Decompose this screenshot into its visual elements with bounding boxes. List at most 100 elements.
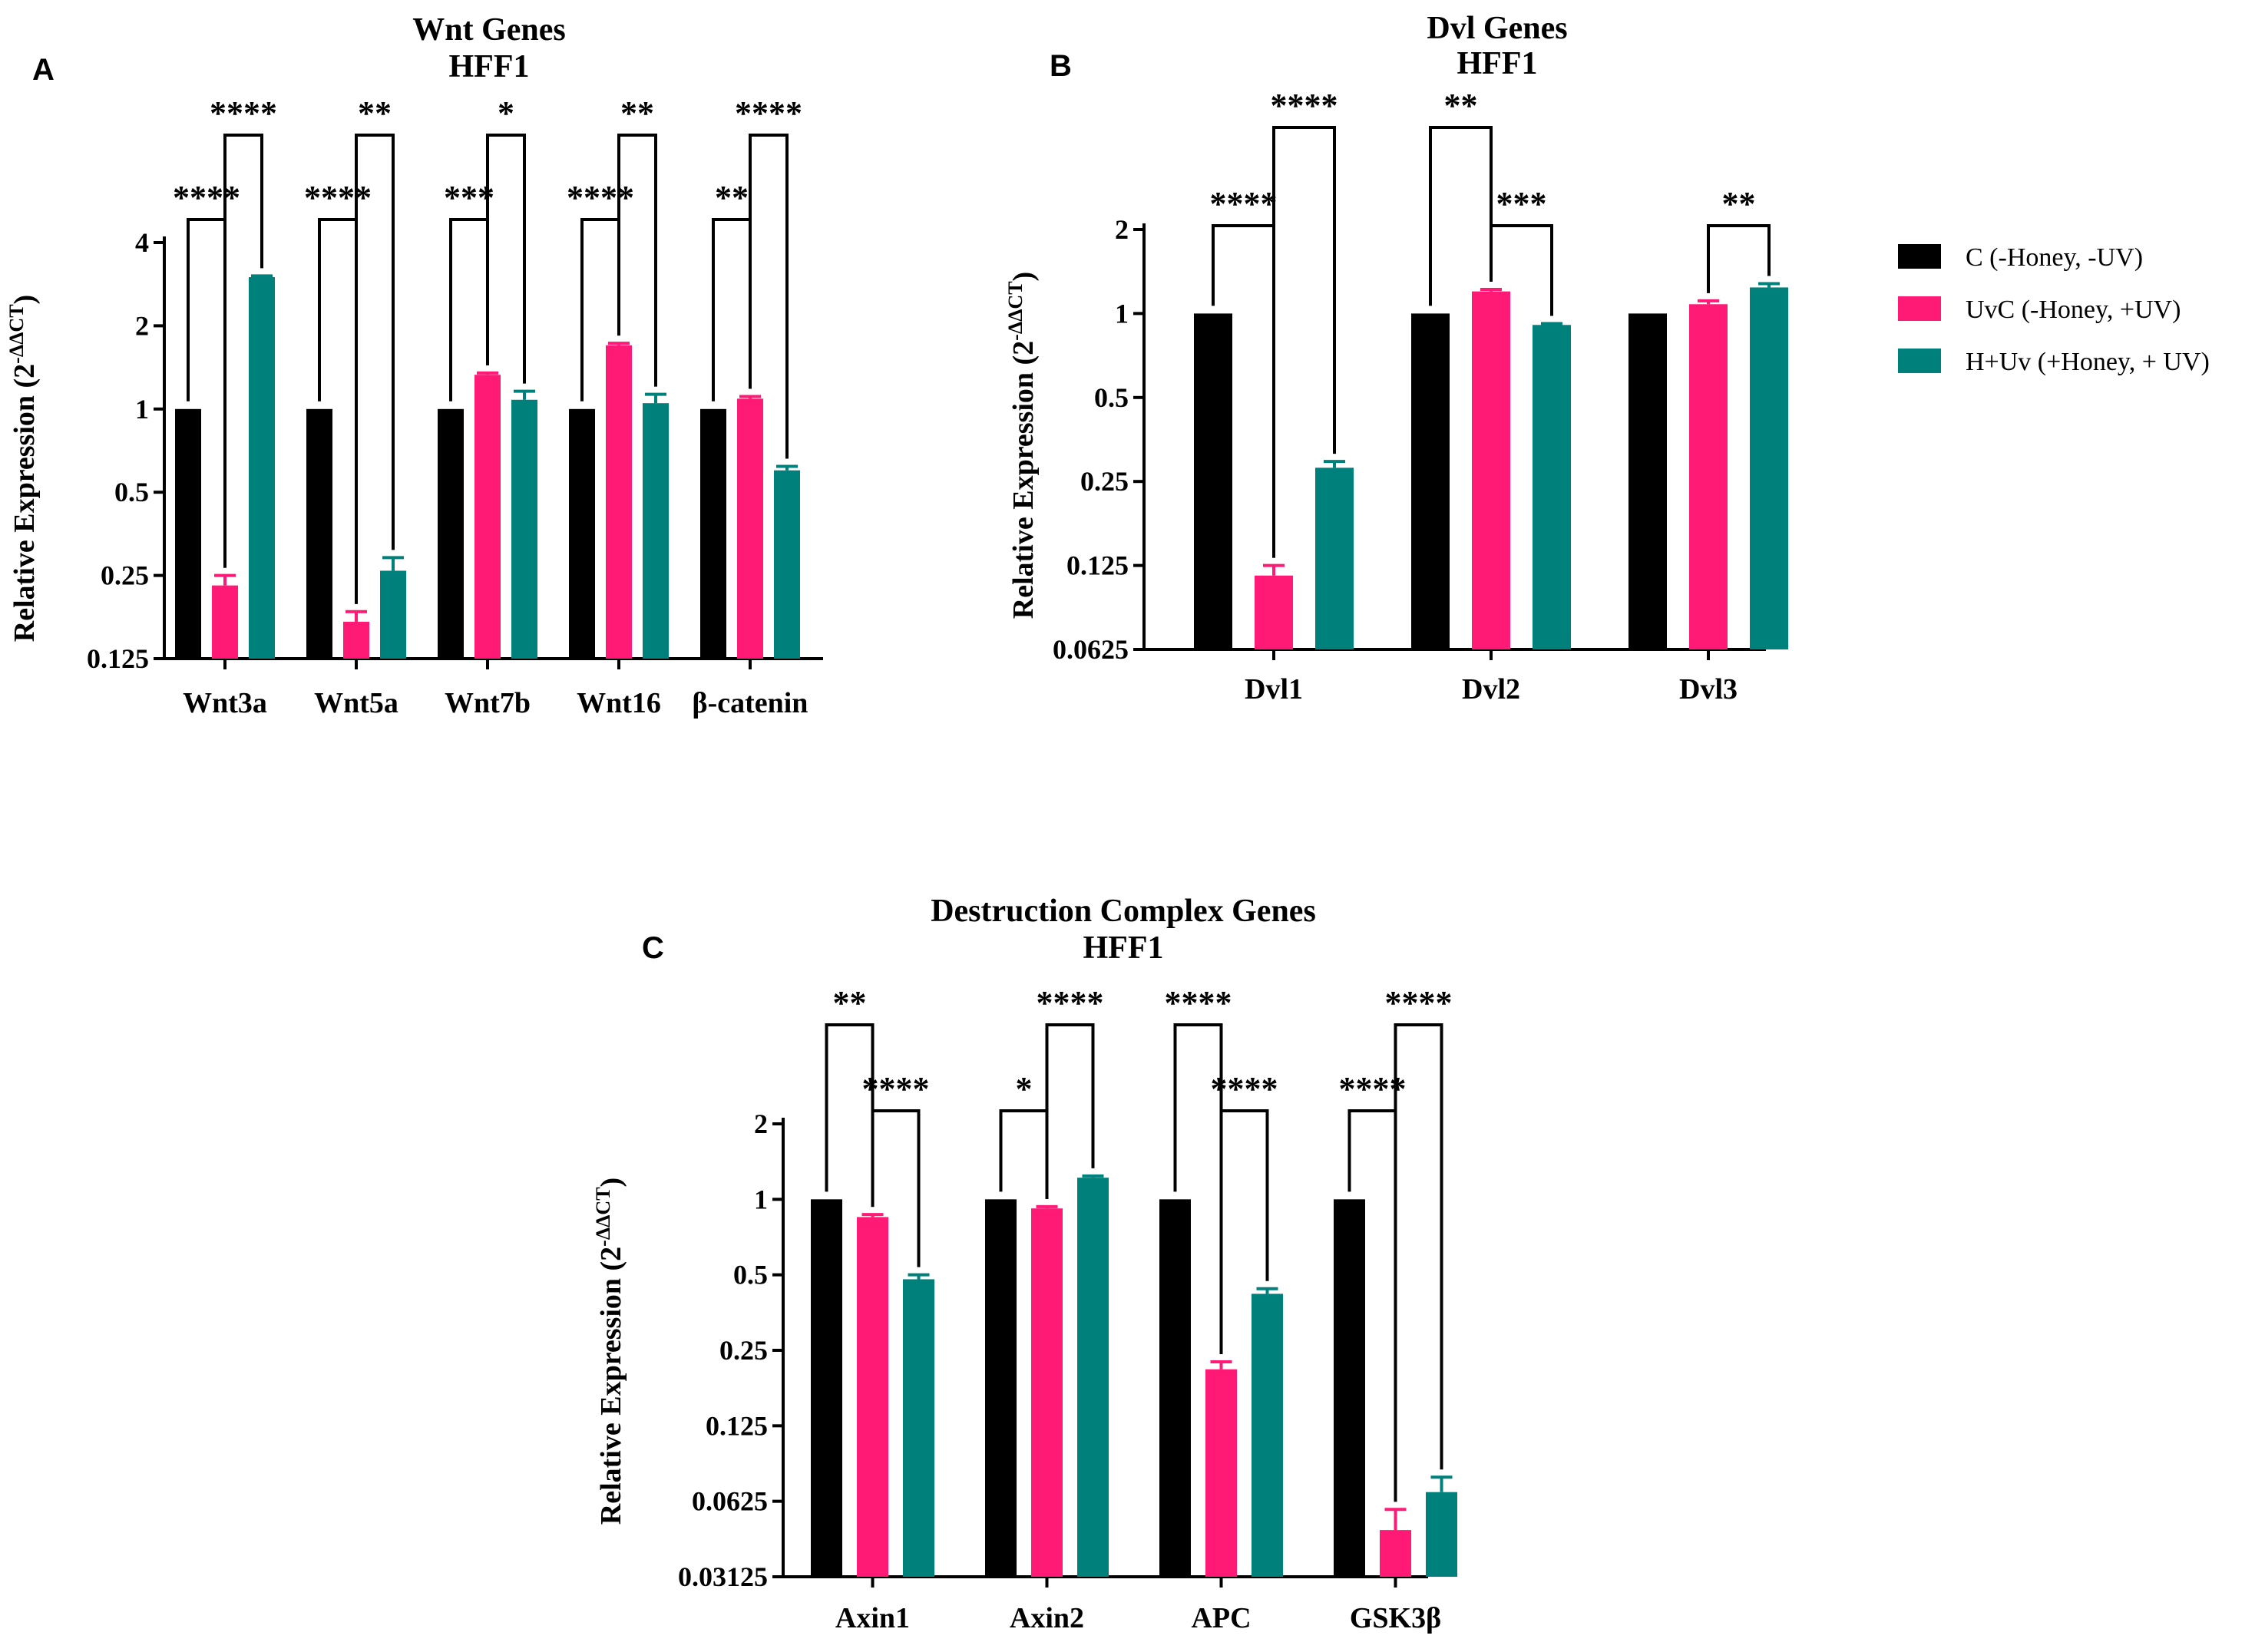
y-tick-label: 0.25 — [1080, 466, 1129, 497]
legend-label: H+Uv (+Honey, + UV) — [1966, 348, 2210, 376]
bar — [511, 399, 537, 659]
y-tick-label: 0.25 — [719, 1335, 768, 1366]
bar — [249, 276, 275, 659]
significance-label: ** — [1444, 87, 1478, 124]
significance-label: **** — [210, 94, 277, 132]
y-tick-label: 1 — [754, 1184, 768, 1214]
significance-label: * — [1016, 1070, 1033, 1108]
y-axis-label-sup: -ΔΔCT — [5, 304, 28, 363]
bar — [700, 408, 726, 659]
chart-title: Destruction Complex Genes — [931, 894, 1316, 929]
x-category-label: GSK3β — [1350, 1602, 1441, 1634]
bar — [606, 345, 632, 659]
y-tick-label: 4 — [135, 227, 149, 258]
significance-bracket — [999, 1109, 1049, 1199]
y-tick-label: 0.125 — [706, 1410, 768, 1441]
x-category-label: Wnt5a — [314, 687, 398, 719]
bar — [857, 1217, 888, 1577]
significance-label: * — [498, 94, 514, 132]
bar — [1411, 313, 1450, 649]
legend-swatch — [1898, 244, 1941, 269]
y-axis-label-close: ) — [595, 1178, 627, 1188]
significance-bracket — [1219, 1109, 1269, 1354]
x-category-label: Wnt3a — [183, 687, 267, 719]
significance-bracket — [1490, 224, 1553, 316]
significance-label: **** — [304, 179, 372, 216]
bar — [1031, 1208, 1063, 1577]
y-axis-label: Relative Expression (2-ΔΔCT) — [5, 295, 41, 642]
y-tick-label: 2 — [754, 1108, 768, 1139]
bar — [737, 398, 763, 659]
panel-letter: A — [32, 53, 55, 87]
significance-bracket — [749, 134, 789, 459]
significance-label: ** — [358, 94, 392, 132]
y-tick-label: 0.25 — [101, 560, 149, 591]
x-category-label: APC — [1191, 1602, 1251, 1634]
significance-label: *** — [1496, 185, 1547, 223]
y-tick-label: 1 — [1115, 298, 1129, 329]
significance-label: **** — [1037, 984, 1104, 1022]
y-axis-label-close: ) — [1007, 272, 1040, 282]
legend-swatch — [1898, 349, 1941, 373]
x-category-label: Axin2 — [1010, 1602, 1084, 1634]
bar — [1077, 1178, 1109, 1577]
significance-bracket — [486, 134, 526, 384]
bar — [1380, 1530, 1411, 1577]
legend-label: UvC (-Honey, +UV) — [1966, 296, 2181, 324]
bar — [1689, 304, 1728, 649]
bar — [306, 408, 332, 659]
significance-label: ** — [620, 94, 654, 132]
x-category-label: Axin1 — [835, 1602, 910, 1634]
significance-bracket — [617, 134, 657, 387]
panel-letter: C — [642, 931, 664, 965]
chart-subtitle: HFF1 — [449, 49, 530, 84]
significance-label: **** — [567, 179, 634, 216]
bar — [1159, 1199, 1191, 1577]
bar — [1252, 1294, 1283, 1577]
y-axis-label: Relative Expression (2-ΔΔCT) — [592, 1178, 627, 1525]
bar — [1533, 325, 1571, 649]
significance-bracket — [1707, 224, 1771, 293]
y-tick-label: 0.125 — [87, 643, 149, 674]
legend: C (-Honey, -UV) UvC (-Honey, +UV) H+Uv (+H… — [1898, 243, 2210, 376]
significance-label: ** — [1722, 185, 1756, 223]
significance-label: ** — [715, 179, 749, 216]
legend-label: C (-Honey, -UV) — [1966, 243, 2143, 272]
significance-label: **** — [1165, 984, 1232, 1022]
x-category-label: β-catenin — [693, 687, 808, 719]
bar — [474, 375, 501, 659]
y-axis-label-sup: -ΔΔCT — [592, 1187, 614, 1246]
significance-bracket — [1045, 1023, 1095, 1199]
bar — [569, 408, 595, 659]
bar — [1205, 1369, 1237, 1577]
bar — [1472, 291, 1510, 649]
y-axis-label-main: Relative Expression (2 — [8, 364, 41, 642]
bar — [343, 621, 369, 659]
bar — [1255, 575, 1293, 649]
significance-bracket — [712, 218, 752, 401]
significance-label: **** — [1271, 87, 1338, 124]
x-category-label: Dvl1 — [1245, 673, 1303, 705]
y-axis-label: Relative Expression (2-ΔΔCT) — [1004, 272, 1040, 619]
bar — [903, 1279, 934, 1577]
y-tick-label: 0.5 — [114, 477, 149, 507]
y-axis-label-close: ) — [8, 295, 41, 305]
y-tick-label: 0.125 — [1066, 550, 1129, 581]
y-axis-label-main: Relative Expression (2 — [1007, 341, 1040, 619]
bar — [1426, 1492, 1457, 1577]
bar — [1750, 287, 1788, 649]
chart-subtitle: HFF1 — [1083, 930, 1164, 966]
bar — [774, 470, 800, 659]
bar — [811, 1199, 842, 1577]
significance-bracket — [825, 1023, 875, 1208]
y-tick-label: 0.5 — [1094, 382, 1129, 413]
chart-title: Dvl Genes — [1427, 11, 1567, 46]
y-tick-label: 0.03125 — [678, 1561, 768, 1592]
panel-letter: B — [1050, 49, 1072, 83]
bar — [1194, 313, 1232, 649]
bar — [380, 570, 406, 659]
significance-bracket — [355, 134, 395, 604]
x-category-label: Dvl2 — [1462, 673, 1520, 705]
bar — [985, 1199, 1017, 1577]
significance-label: **** — [1385, 984, 1453, 1022]
